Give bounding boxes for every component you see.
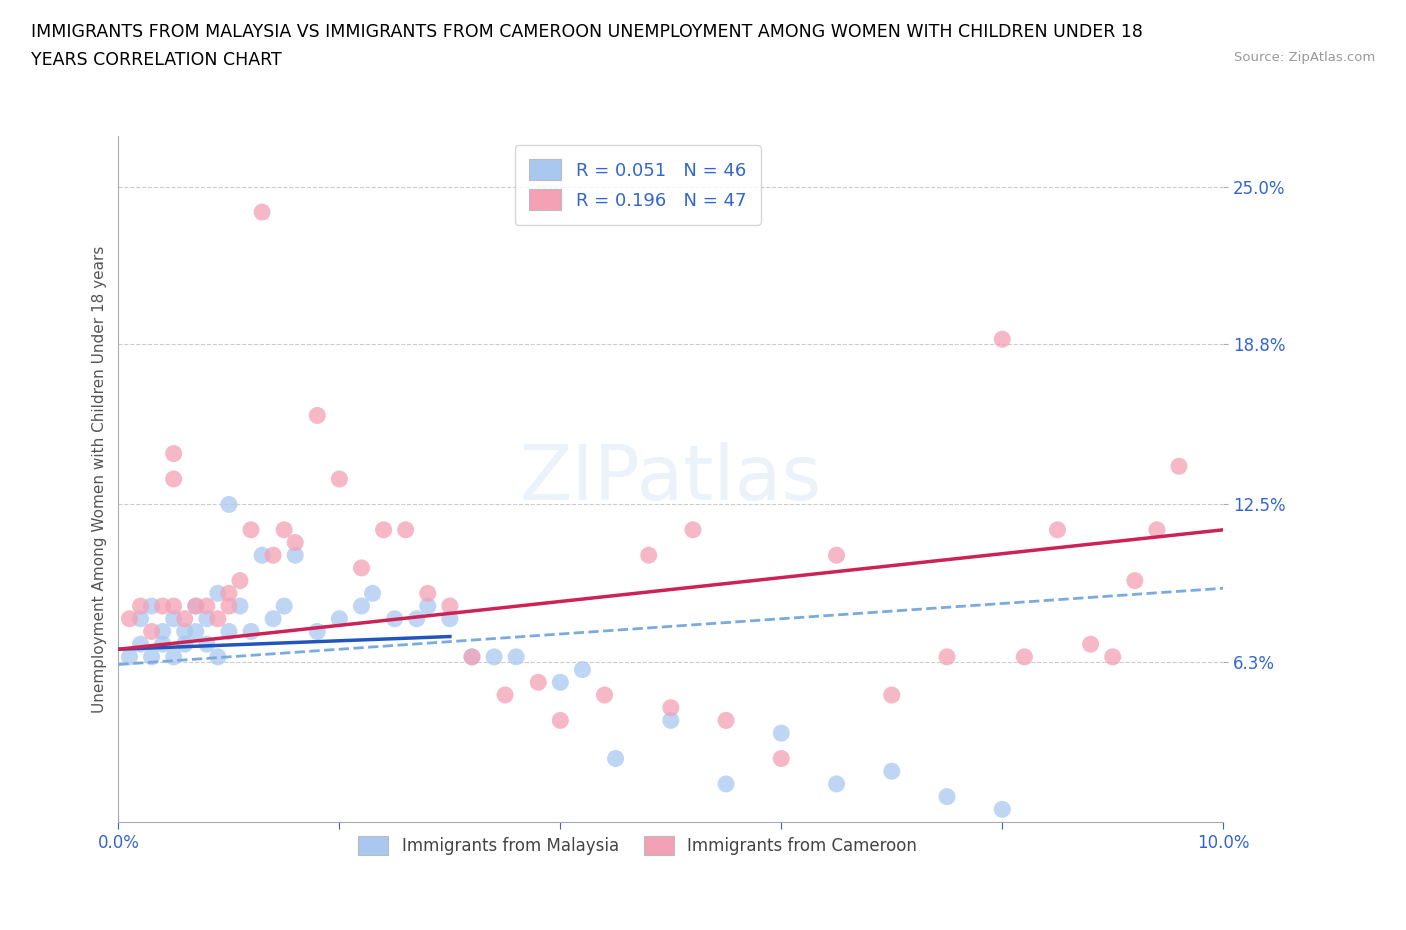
Point <box>1014 649 1036 664</box>
Point <box>163 611 186 626</box>
Point <box>229 599 252 614</box>
Point <box>195 611 218 626</box>
Point <box>593 687 616 702</box>
Point <box>218 599 240 614</box>
Point <box>173 624 195 639</box>
Point <box>118 649 141 664</box>
Point <box>195 637 218 652</box>
Point <box>184 599 207 614</box>
Point <box>991 802 1014 817</box>
Point <box>218 586 240 601</box>
Point <box>184 599 207 614</box>
Point <box>152 624 174 639</box>
Point <box>195 599 218 614</box>
Point <box>240 523 263 538</box>
Text: ZIPatlas: ZIPatlas <box>520 442 823 516</box>
Point <box>250 548 273 563</box>
Point <box>825 777 848 791</box>
Point <box>250 205 273 219</box>
Point <box>207 649 229 664</box>
Point <box>307 624 329 639</box>
Point <box>682 523 704 538</box>
Point <box>936 649 959 664</box>
Point <box>284 548 307 563</box>
Point <box>361 586 384 601</box>
Point <box>494 687 516 702</box>
Point <box>152 637 174 652</box>
Point <box>880 764 903 778</box>
Point <box>373 523 395 538</box>
Point <box>129 599 152 614</box>
Legend: Immigrants from Malaysia, Immigrants from Cameroon: Immigrants from Malaysia, Immigrants fro… <box>352 830 924 862</box>
Y-axis label: Unemployment Among Women with Children Under 18 years: Unemployment Among Women with Children U… <box>93 246 107 712</box>
Point <box>659 713 682 728</box>
Point <box>328 472 350 486</box>
Point <box>284 535 307 550</box>
Point <box>273 523 295 538</box>
Point <box>1123 573 1146 588</box>
Point <box>550 675 572 690</box>
Point <box>571 662 593 677</box>
Point <box>461 649 484 664</box>
Point <box>273 599 295 614</box>
Point <box>1101 649 1123 664</box>
Point <box>184 624 207 639</box>
Point <box>141 624 163 639</box>
Point <box>770 751 793 766</box>
Point <box>770 725 793 740</box>
Point <box>141 649 163 664</box>
Point <box>307 408 329 423</box>
Point <box>936 790 959 804</box>
Point <box>1168 458 1191 473</box>
Point <box>141 599 163 614</box>
Text: YEARS CORRELATION CHART: YEARS CORRELATION CHART <box>31 51 281 69</box>
Point <box>527 675 550 690</box>
Point <box>825 548 848 563</box>
Point <box>328 611 350 626</box>
Point <box>129 637 152 652</box>
Point <box>416 599 439 614</box>
Point <box>637 548 659 563</box>
Point <box>1046 523 1069 538</box>
Point <box>416 586 439 601</box>
Point <box>163 599 186 614</box>
Point <box>1146 523 1168 538</box>
Point <box>405 611 427 626</box>
Point <box>1080 637 1102 652</box>
Point <box>482 649 505 664</box>
Point <box>461 649 484 664</box>
Point <box>229 573 252 588</box>
Point <box>350 599 373 614</box>
Point <box>207 611 229 626</box>
Point <box>659 700 682 715</box>
Point <box>714 777 737 791</box>
Point <box>880 687 903 702</box>
Point <box>991 332 1014 347</box>
Point <box>550 713 572 728</box>
Point <box>218 624 240 639</box>
Point <box>218 497 240 512</box>
Point <box>439 599 461 614</box>
Point <box>163 649 186 664</box>
Point <box>439 611 461 626</box>
Point <box>163 472 186 486</box>
Point <box>605 751 627 766</box>
Point <box>173 637 195 652</box>
Point <box>384 611 406 626</box>
Point <box>118 611 141 626</box>
Point <box>505 649 527 664</box>
Point <box>207 586 229 601</box>
Point <box>129 611 152 626</box>
Point <box>395 523 418 538</box>
Point <box>262 548 284 563</box>
Text: IMMIGRANTS FROM MALAYSIA VS IMMIGRANTS FROM CAMEROON UNEMPLOYMENT AMONG WOMEN WI: IMMIGRANTS FROM MALAYSIA VS IMMIGRANTS F… <box>31 23 1143 41</box>
Point <box>262 611 284 626</box>
Point <box>152 599 174 614</box>
Point <box>173 611 195 626</box>
Point <box>163 446 186 461</box>
Point <box>240 624 263 639</box>
Point <box>714 713 737 728</box>
Text: Source: ZipAtlas.com: Source: ZipAtlas.com <box>1234 51 1375 64</box>
Point <box>350 561 373 576</box>
